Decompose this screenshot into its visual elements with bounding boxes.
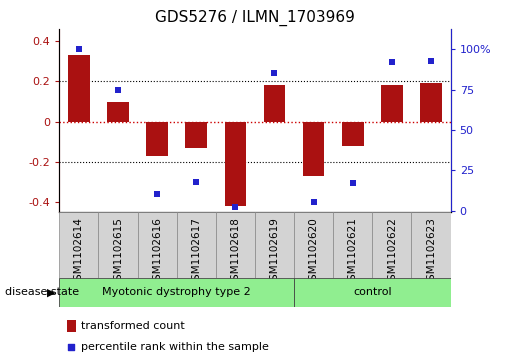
- Bar: [59, 278, 294, 307]
- Text: GSM1102621: GSM1102621: [348, 217, 358, 287]
- Bar: [342, 122, 364, 146]
- Text: GSM1102623: GSM1102623: [426, 217, 436, 287]
- Point: [153, 192, 161, 197]
- Bar: [381, 85, 403, 122]
- Text: GSM1102616: GSM1102616: [152, 217, 162, 287]
- Bar: [294, 212, 333, 278]
- Point: [388, 59, 396, 65]
- Text: GSM1102617: GSM1102617: [191, 217, 201, 287]
- Text: GSM1102615: GSM1102615: [113, 217, 123, 287]
- Bar: [411, 212, 451, 278]
- Bar: [67, 320, 76, 333]
- Text: transformed count: transformed count: [81, 321, 184, 331]
- Bar: [107, 102, 129, 122]
- Bar: [59, 212, 98, 278]
- Text: control: control: [353, 287, 392, 297]
- Bar: [216, 212, 255, 278]
- Text: GSM1102618: GSM1102618: [230, 217, 241, 287]
- Point: [349, 180, 357, 186]
- Bar: [372, 212, 411, 278]
- Text: GSM1102622: GSM1102622: [387, 217, 397, 287]
- Text: Myotonic dystrophy type 2: Myotonic dystrophy type 2: [102, 287, 251, 297]
- Text: ▶: ▶: [47, 287, 56, 297]
- Bar: [225, 122, 246, 206]
- Text: percentile rank within the sample: percentile rank within the sample: [81, 342, 269, 352]
- Text: GSM1102620: GSM1102620: [308, 217, 319, 287]
- Point: [75, 46, 83, 52]
- Bar: [146, 122, 168, 156]
- Point: [270, 70, 279, 76]
- Bar: [294, 278, 451, 307]
- Bar: [185, 122, 207, 148]
- Bar: [264, 85, 285, 122]
- Point: [192, 179, 200, 184]
- Text: GSM1102614: GSM1102614: [74, 217, 84, 287]
- Bar: [333, 212, 372, 278]
- Bar: [98, 212, 138, 278]
- Point: [67, 344, 76, 350]
- Point: [231, 204, 239, 210]
- Bar: [138, 212, 177, 278]
- Point: [310, 200, 318, 205]
- Title: GDS5276 / ILMN_1703969: GDS5276 / ILMN_1703969: [155, 10, 355, 26]
- Point: [114, 87, 122, 93]
- Text: disease state: disease state: [5, 287, 79, 297]
- Point: [427, 58, 435, 64]
- Bar: [303, 122, 324, 176]
- Bar: [255, 212, 294, 278]
- Bar: [420, 83, 442, 122]
- Text: GSM1102619: GSM1102619: [269, 217, 280, 287]
- Bar: [68, 55, 90, 122]
- Bar: [177, 212, 216, 278]
